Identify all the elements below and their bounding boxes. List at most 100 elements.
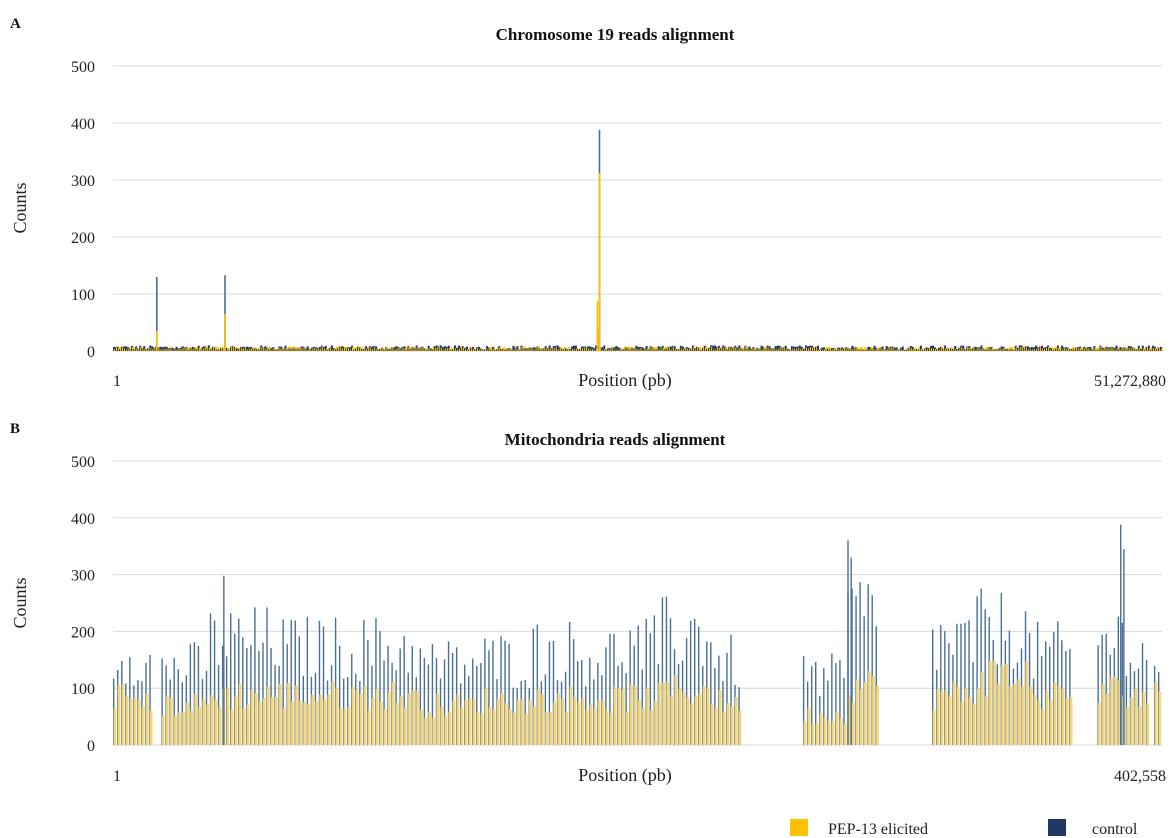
pep13-bar <box>781 347 784 351</box>
pep13-bar <box>565 711 569 745</box>
pep13-bar <box>263 347 266 351</box>
pep13-bar <box>202 699 205 745</box>
pep13-bar <box>932 710 936 745</box>
control-bar <box>669 346 672 351</box>
pep13-bar <box>339 708 343 745</box>
pep13-bar <box>1116 348 1119 351</box>
control-bar <box>901 346 904 351</box>
pep13-bar <box>537 346 540 351</box>
control-bar <box>427 664 430 745</box>
pep13-bar <box>1110 677 1113 745</box>
control-bar <box>637 625 639 745</box>
pep13-bar <box>698 693 702 745</box>
pep13-bar <box>273 348 276 351</box>
pep13-bar <box>327 694 331 745</box>
pep13-bar <box>1112 347 1115 351</box>
pep13-bar <box>412 346 415 351</box>
pep13-bar <box>876 347 879 351</box>
pep13-bar <box>827 720 831 745</box>
control-bar <box>330 345 333 351</box>
pep13-bar <box>253 347 256 351</box>
pep13-bar <box>1136 348 1139 351</box>
pep13-bar <box>230 709 234 745</box>
control-bar <box>736 347 739 351</box>
pep13-bar <box>985 696 988 745</box>
pep13-bar <box>1001 348 1004 351</box>
control-bar <box>895 347 898 351</box>
pep13-bar <box>690 348 693 351</box>
pep13-bar <box>791 348 794 351</box>
pep13-bar <box>937 348 940 351</box>
pep13-bar <box>965 349 968 351</box>
pep13-bar <box>293 346 296 351</box>
pep13-bar <box>202 348 205 351</box>
pep13-bar <box>1039 346 1042 351</box>
panel-a-x-axis-label: Position (pb) <box>578 370 672 391</box>
pep13-bar <box>523 346 526 351</box>
pep13-bar <box>636 348 639 351</box>
pep13-bar <box>823 717 827 745</box>
pep13-bar <box>789 349 792 351</box>
control-bar <box>536 624 539 745</box>
pep13-bar <box>1001 665 1004 745</box>
pep13-bar <box>979 348 982 351</box>
pep13-bar <box>588 348 591 351</box>
control-bar <box>423 657 426 745</box>
pep13-bar <box>1056 346 1059 351</box>
pep13-bar <box>319 348 322 351</box>
pep13-bar <box>511 349 514 351</box>
pep13-bar <box>477 347 480 351</box>
control-bar <box>165 346 168 351</box>
control-bar <box>379 631 381 745</box>
pep13-bar <box>1138 706 1142 745</box>
panel-b-y-tick-label: 200 <box>71 624 95 641</box>
pep13-bar <box>144 349 147 351</box>
pep13-bar <box>1005 663 1008 745</box>
control-bar <box>151 346 154 351</box>
pep13-bar <box>372 349 375 351</box>
pep13-bar <box>184 346 187 351</box>
control-bar <box>962 345 965 351</box>
control-bar <box>587 346 590 351</box>
pep13-bar <box>261 347 264 351</box>
control-bar <box>625 673 627 745</box>
pep13-bar <box>1092 348 1095 351</box>
pep13-bar <box>1098 702 1101 745</box>
control-bar <box>466 346 469 351</box>
pep13-bar <box>113 348 116 351</box>
pep13-bar <box>362 349 365 351</box>
control-bar <box>284 345 287 351</box>
pep13-bar <box>1102 684 1105 745</box>
control-bar <box>693 618 696 745</box>
control-bar <box>363 619 365 745</box>
pep13-bar <box>904 349 907 351</box>
pep13-bar <box>265 348 268 351</box>
pep13-bar <box>658 349 661 351</box>
pep13-bar <box>702 685 706 745</box>
pep13-bar <box>436 347 439 351</box>
pep13-bar <box>1148 348 1151 351</box>
control-bar <box>1000 346 1003 351</box>
pep13-bar <box>694 696 698 745</box>
control-bar <box>980 345 983 351</box>
pep13-bar <box>517 349 520 351</box>
pep13-bar <box>989 346 992 351</box>
pep13-bar <box>1005 349 1008 351</box>
pep13-bar <box>953 347 956 351</box>
control-bar <box>919 345 922 351</box>
control-bar <box>1121 622 1124 745</box>
control-bar <box>264 346 267 351</box>
pep13-bar <box>765 347 768 351</box>
pep13-bar <box>364 346 367 351</box>
pep13-bar <box>444 716 448 745</box>
pep13-bar <box>567 347 570 351</box>
pep13-bar <box>491 347 494 351</box>
pep13-bar <box>1007 348 1010 351</box>
pep13-bar <box>279 347 282 351</box>
pep13-bar <box>158 346 161 351</box>
pep13-bar <box>828 346 831 351</box>
pep13-bar <box>1017 349 1020 351</box>
pep13-bar <box>142 348 145 351</box>
pep13-bar <box>723 347 726 351</box>
